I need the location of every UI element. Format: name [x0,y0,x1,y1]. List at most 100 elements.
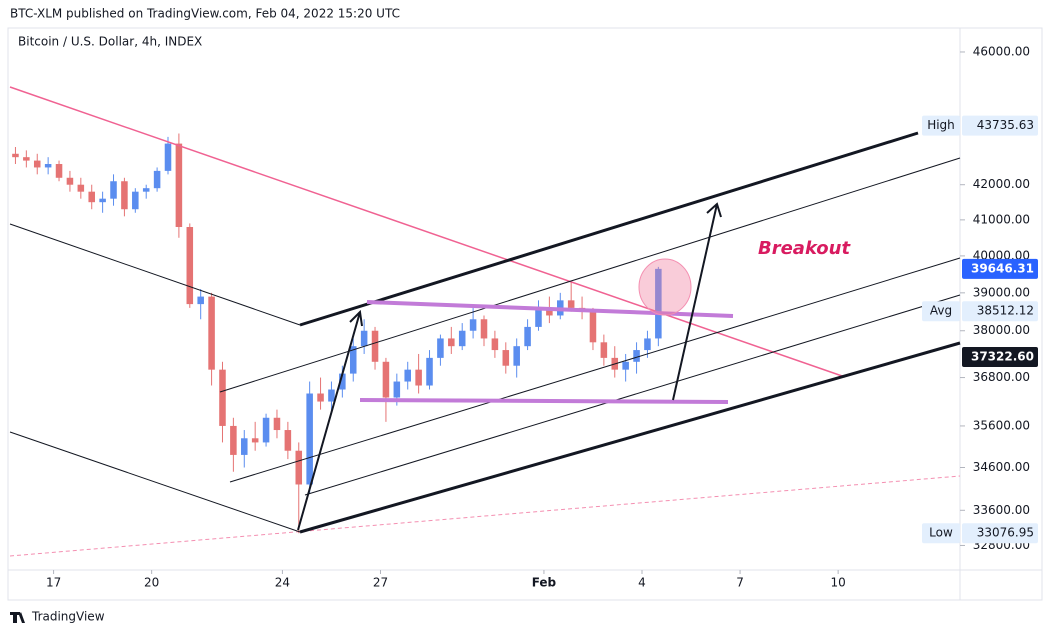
logo [10,612,25,623]
channel-line [219,157,961,393]
candle-body [360,330,368,347]
frame [7,27,1043,601]
candle-body [458,330,466,347]
candle-body [567,300,575,308]
x-tick-label: 24 [275,576,290,590]
price-label-box [962,346,1038,367]
price-label-box [962,115,1038,136]
x-tick-label: 4 [638,576,646,590]
annotation: Breakout [758,238,851,259]
y-tick-label: 33600.00 [973,503,1030,517]
candle-body [328,389,335,402]
price-label: 33076.95 [977,526,1034,540]
candle-body [197,296,204,305]
price-label-box [962,258,1038,279]
candle-body [208,296,215,370]
x-tick-label: 17 [46,576,61,590]
candle-body [262,417,270,443]
candle-body [502,350,510,366]
x-tick-label: Feb [532,576,557,590]
price-label-box [962,301,1038,322]
candle-body [175,143,183,228]
candle-body [23,157,30,161]
price-label: 38512.12 [977,304,1034,318]
price-label-name: High [927,118,955,132]
axes: 46000.0042000.0041000.0040000.0039000.00… [46,44,1038,590]
candle-body [655,268,662,339]
candle-body [99,198,106,203]
candle-body [349,346,357,374]
x-tick-label: 7 [736,576,744,590]
y-tick-label: 41000.00 [973,212,1030,226]
candle-body [622,361,629,370]
candle-body [142,188,150,192]
channel-line [304,294,961,496]
candle-body [415,369,422,386]
candle-body [88,191,95,203]
candle-body [219,369,226,426]
y-tick-label: 35600.00 [973,418,1030,432]
channel-line [229,257,961,483]
price-label-box [962,523,1038,544]
candle-body [251,438,259,443]
highlight-circle [638,258,692,316]
trend-line [9,431,301,533]
y-tick-label: 36800.00 [973,370,1030,384]
candle-body [535,307,542,327]
candle-body [55,164,63,178]
candle-body [382,361,390,398]
footer: TradingView [31,610,105,624]
candle-body [371,330,379,362]
candle-body [480,319,488,339]
candle-body [110,181,117,199]
candle-body [66,177,74,185]
candle-body [164,143,172,171]
candle-body [121,181,128,210]
candle-body [153,170,161,189]
trend-line [9,223,301,326]
y-tick-label: 34600.00 [973,460,1030,474]
candle-body [230,425,237,455]
candle-body [295,450,303,485]
trend-line [9,475,961,557]
candle-body [491,338,499,351]
candle-body [77,184,85,192]
range-line [359,398,729,404]
price-label-name-box [922,115,960,136]
candle-body [600,342,608,358]
candle-body [241,438,248,455]
candle-body [404,369,411,382]
candle-body [448,338,455,347]
header: BTC-XLM published on TradingView.com, Fe… [10,7,400,21]
x-tick-label: 10 [830,576,845,590]
candle-body [33,160,41,168]
trend-line [9,86,846,378]
candle-body [589,311,597,343]
candle-body [426,357,433,386]
candle-body [132,191,139,210]
x-tick-label: 20 [144,576,159,590]
price-label-name-box [922,523,960,544]
candle-body [633,350,640,362]
y-tick-label: 39000.00 [973,285,1030,299]
candle-body [393,381,401,398]
candle-body [273,417,281,431]
candle-body [12,153,19,158]
price-label: 43735.63 [977,118,1034,132]
candle-body [644,338,651,351]
candle-body [513,346,520,366]
x-tick-label: 27 [373,576,388,590]
candle-body [524,326,531,347]
arrow [672,202,722,401]
candle-body [44,164,52,168]
candle-body [546,307,553,316]
price-label: 37322.60 [971,349,1034,363]
plot [12,133,662,534]
drawings [9,86,961,557]
candle-body [437,338,444,358]
y-tick-label: 46000.00 [973,44,1030,58]
price-label-name-box [922,301,960,322]
price-label-name: Avg [930,304,952,318]
y-tick-label: 38000.00 [973,323,1030,337]
